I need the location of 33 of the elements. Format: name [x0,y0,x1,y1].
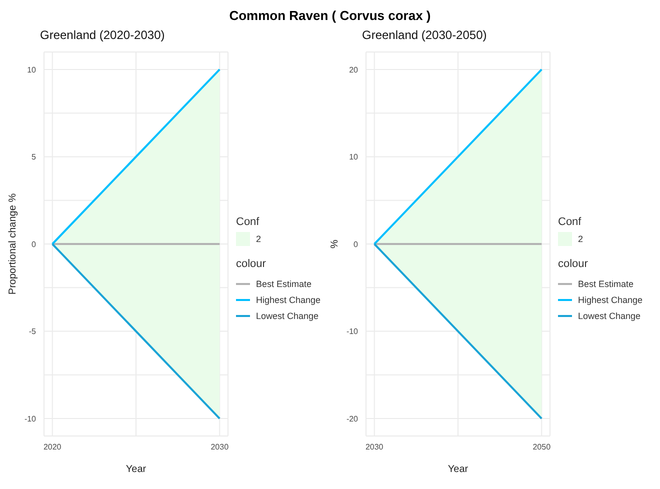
x-axis-title: Year [448,464,469,475]
y-tick-label: -5 [28,327,37,336]
y-tick-label: 10 [27,65,37,74]
y-tick-label: 20 [349,65,359,74]
y-tick-label: 0 [32,240,37,249]
legend-title: colour [236,258,267,270]
x-axis-title: Year [126,464,147,475]
text: 2 [577,233,584,246]
y-tick-label: 5 [32,152,37,162]
y-tick-label: -10 [24,414,37,424]
legend-label: Highest Change [255,294,322,307]
x-tick-label: 2030 [365,442,384,452]
text: Conf [558,216,582,228]
legend-title: colour [558,258,589,270]
text: Conf [236,216,260,228]
legend-label: Highest Change [577,294,644,307]
y-tick-label: 10 [349,152,359,162]
y-tick-label: -20 [346,414,359,424]
legend-label: Lowest Change [255,310,320,323]
y-tick-label: -10 [346,327,359,336]
legend-label: Best Estimate [577,278,635,291]
text: 2 [255,233,262,246]
chart-subtitle: Greenland (2020-2030) [39,28,166,44]
y-axis-title: % [330,239,341,248]
y-tick-label: 0 [354,240,359,249]
chart-subtitle: Greenland (2030-2050) [361,28,488,44]
x-tick-label: 2050 [532,442,552,452]
text: Common Raven ( Corvus corax ) [228,8,432,23]
x-tick-label: 2030 [210,442,230,452]
legend-label: Lowest Change [577,310,642,323]
x-tick-label: 2020 [43,442,62,452]
y-axis-title: Proportional change % [8,193,19,295]
legend-label: Best Estimate [255,278,313,291]
